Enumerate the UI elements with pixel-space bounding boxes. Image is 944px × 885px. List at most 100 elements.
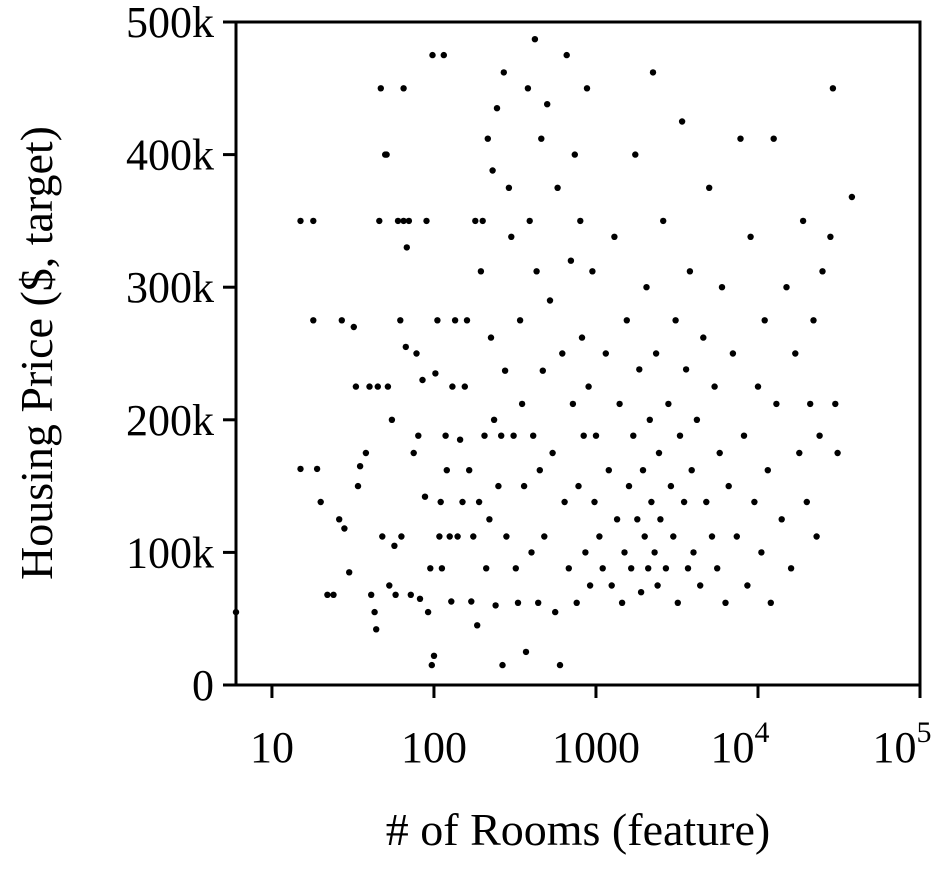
scatter-point <box>423 217 430 225</box>
scatter-point <box>657 516 664 523</box>
scatter-point <box>706 184 713 191</box>
scatter-point <box>678 118 686 125</box>
scatter-point <box>397 317 404 324</box>
scatter-point <box>421 493 429 500</box>
scatter-point <box>336 516 343 523</box>
y-tick-label: 0 <box>192 661 214 710</box>
scatter-point <box>591 498 598 506</box>
scatter-point <box>834 449 841 457</box>
scatter-point <box>740 432 748 439</box>
scatter-point <box>368 591 375 598</box>
scatter-point <box>388 416 396 423</box>
scatter-point <box>407 591 414 598</box>
scatter-point <box>810 317 817 324</box>
scatter-point <box>424 608 432 616</box>
scatter-point <box>472 217 479 225</box>
scatter-point <box>693 416 701 423</box>
scatter-point <box>501 367 509 374</box>
scatter-point <box>481 432 488 439</box>
scatter-point <box>483 565 490 572</box>
scatter-point <box>429 51 436 59</box>
scatter-point <box>645 565 652 572</box>
scatter-point <box>848 193 856 201</box>
scatter-point <box>461 383 468 390</box>
scatter-point <box>561 498 568 506</box>
scatter-point <box>486 516 493 523</box>
scatter-point <box>665 400 672 408</box>
scatter-point <box>667 482 675 490</box>
scatter-point <box>773 400 780 408</box>
scatter-point <box>643 284 650 291</box>
scatter-point <box>512 565 519 572</box>
scatter-point <box>578 334 586 341</box>
scatter-point <box>463 317 471 324</box>
scatter-point <box>770 135 777 142</box>
scatter-point <box>503 533 510 540</box>
scatter-point <box>475 498 483 506</box>
scatter-point <box>686 268 694 275</box>
scatter-point <box>563 51 570 59</box>
scatter-point <box>829 85 837 92</box>
scatter-point <box>649 69 657 76</box>
scatter-point <box>410 449 417 457</box>
scatter-point <box>379 533 386 540</box>
scatter-point <box>466 467 473 474</box>
scatter-point <box>536 467 543 474</box>
scatter-point <box>524 85 532 92</box>
scatter-point <box>487 334 495 341</box>
scatter-point <box>459 498 466 506</box>
y-tick-label: 300k <box>126 263 214 312</box>
scatter-point <box>377 85 384 92</box>
scatter-point <box>596 533 603 540</box>
scatter-point <box>684 565 692 572</box>
scatter-point <box>577 217 584 225</box>
scatter-point <box>544 101 551 108</box>
scatter-point <box>530 432 537 439</box>
scatter-point <box>582 549 589 556</box>
scatter-point <box>438 565 446 572</box>
x-tick-label: 100 <box>401 723 467 772</box>
scatter-point <box>803 498 810 506</box>
scatter-point <box>688 467 695 474</box>
scatter-point <box>636 366 643 373</box>
x-tick-exponent: 5 <box>917 716 932 749</box>
y-tick-label: 100k <box>126 528 214 577</box>
scatter-point <box>733 533 740 540</box>
scatter-point <box>394 217 402 225</box>
scatter-point <box>652 350 660 357</box>
scatter-point <box>297 465 304 473</box>
scatter-point <box>616 400 623 408</box>
scatter-point <box>628 565 635 572</box>
scatter-point <box>819 268 826 275</box>
scatter-point <box>400 217 407 225</box>
scatter-point <box>639 467 647 474</box>
scatter-point <box>384 383 392 390</box>
scatter-point <box>356 463 364 470</box>
scatter-point <box>605 467 612 474</box>
scatter-point <box>533 268 540 275</box>
scatter-point <box>569 400 577 408</box>
x-axis: 10 100 1000 104 105 <box>250 685 932 772</box>
scatter-point <box>559 350 566 357</box>
scatter-point <box>546 297 554 304</box>
scatter-point <box>373 626 380 633</box>
scatter-point <box>449 383 456 390</box>
scatter-point <box>641 533 648 540</box>
scatter-point <box>383 151 390 158</box>
scatter-point <box>434 317 441 324</box>
scatter-point <box>662 565 670 572</box>
scatter-point <box>623 317 630 324</box>
scatter-point <box>764 467 771 474</box>
scatter-point <box>484 135 491 142</box>
scatter-point <box>592 432 600 439</box>
scatter-point <box>522 648 530 656</box>
scatter-point <box>565 565 572 572</box>
scatter-point <box>637 589 645 596</box>
scatter-point <box>602 350 609 357</box>
scatter-point <box>716 449 723 457</box>
x-tick-label: 104 <box>710 716 769 772</box>
y-tick-label: 400k <box>126 131 214 180</box>
scatter-point <box>575 482 582 490</box>
scatter-point <box>518 400 526 408</box>
scatter-point <box>758 549 765 556</box>
